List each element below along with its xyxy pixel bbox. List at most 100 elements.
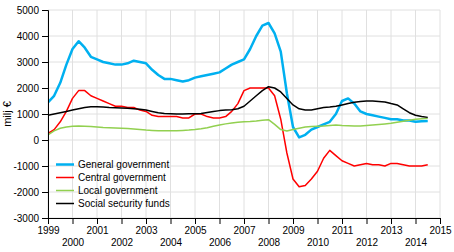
tick: 2001 — [86, 218, 109, 236]
series-line — [48, 118, 428, 135]
tick: 2003 — [135, 218, 158, 236]
tick: -3000 — [13, 213, 48, 224]
grid-line-x — [244, 10, 245, 218]
series-line — [48, 88, 428, 187]
tick-label: -1000 — [13, 161, 39, 172]
tick-mark — [42, 62, 48, 63]
tick: 2013 — [380, 218, 403, 236]
tick-mark — [42, 114, 48, 115]
tick: -2000 — [13, 187, 48, 198]
tick-mark — [42, 192, 48, 193]
grid-line-x — [317, 10, 318, 218]
tick-mark — [42, 166, 48, 167]
tick-mark — [244, 218, 245, 224]
tick-label: 2009 — [282, 225, 305, 236]
legend-swatch — [56, 163, 74, 166]
tick: 3000 — [17, 57, 48, 68]
tick: 2006 — [209, 218, 232, 248]
grid-line-x — [219, 10, 220, 218]
grid-line-x — [415, 10, 416, 218]
tick-label: 2002 — [111, 237, 134, 248]
tick-mark — [440, 218, 441, 224]
tick-label: 2004 — [160, 237, 183, 248]
series-line — [48, 23, 428, 137]
tick-label: 2007 — [233, 225, 256, 236]
tick-label: 2001 — [86, 225, 109, 236]
tick: 2004 — [160, 218, 183, 248]
legend-label: Social security funds — [78, 198, 170, 209]
lines — [48, 23, 428, 187]
tick: 4000 — [17, 31, 48, 42]
chart-svg: -3000 -2000 -1000 0 1000 2000 3000 4000 5000 1999… — [0, 0, 454, 252]
tick-mark — [391, 218, 392, 224]
tick: 2007 — [233, 218, 256, 236]
tick: 2009 — [282, 218, 305, 236]
tick-label: 1000 — [17, 109, 40, 120]
legend-item: Social security funds — [56, 198, 170, 209]
tick-mark — [122, 218, 123, 224]
tick: 1999 — [37, 218, 60, 236]
legend-swatch — [56, 177, 74, 179]
tick: 2000 — [62, 218, 85, 248]
tick: 2000 — [17, 83, 48, 94]
legend-swatch — [56, 190, 74, 192]
series-line — [48, 87, 428, 118]
legend-item: General government — [56, 159, 169, 170]
tick: 2010 — [307, 218, 330, 248]
tick-mark — [171, 218, 172, 224]
tick: 2005 — [184, 218, 207, 236]
grid-line-x — [342, 10, 343, 218]
tick-label: 3000 — [17, 57, 40, 68]
tick-label: -2000 — [13, 187, 39, 198]
tick-label: 2011 — [332, 225, 354, 236]
tick: 2002 — [111, 218, 134, 248]
tick-label: 2005 — [184, 225, 207, 236]
tick-label: 1999 — [37, 225, 60, 236]
tick: 2014 — [405, 218, 428, 248]
tick-label: 2010 — [307, 237, 330, 248]
tick-label: 2000 — [17, 83, 40, 94]
tick-mark — [416, 218, 417, 224]
tick-mark — [97, 218, 98, 224]
tick-label: 2008 — [258, 237, 281, 248]
grid — [48, 10, 440, 218]
legend-item: Central government — [56, 172, 166, 183]
grid-line-x — [440, 10, 441, 218]
tick-mark — [293, 218, 294, 224]
tick-mark — [42, 218, 48, 219]
tick: -1000 — [13, 161, 48, 172]
tick: 5000 — [17, 5, 48, 16]
tick-mark — [42, 88, 48, 89]
tick-label: 2012 — [356, 237, 379, 248]
legend: General government Central government Loca… — [56, 159, 170, 209]
tick-label: 2014 — [405, 237, 428, 248]
legend-label: Central government — [78, 172, 166, 183]
tick-label: -3000 — [13, 213, 39, 224]
tick: 0 — [33, 135, 48, 146]
tick-label: 2015 — [429, 225, 452, 236]
tick-mark — [195, 218, 196, 224]
tick-label: 2013 — [380, 225, 403, 236]
tick-label: 2003 — [135, 225, 158, 236]
tick-label: 2000 — [62, 237, 85, 248]
tick-mark — [42, 36, 48, 37]
tick-label: 2006 — [209, 237, 232, 248]
legend-item: Local government — [56, 185, 158, 196]
legend-label: General government — [78, 159, 169, 170]
y-axis-label: milj € — [1, 101, 13, 127]
tick-mark — [48, 218, 49, 224]
tick-mark — [367, 218, 368, 224]
tick-mark — [42, 140, 48, 141]
tick-label: 4000 — [17, 31, 40, 42]
grid-line-x — [268, 10, 269, 218]
tick-mark — [146, 218, 147, 224]
grid-line-x — [391, 10, 392, 218]
tick: 2011 — [332, 218, 354, 236]
tick-label: 5000 — [17, 5, 40, 16]
grid-line-x — [72, 10, 73, 218]
tick: 2008 — [258, 218, 281, 248]
tick-label: 0 — [33, 135, 39, 146]
grid-line-x — [293, 10, 294, 218]
tick-mark — [269, 218, 270, 224]
x-axis: 1999200020012002200320042005200620072008… — [37, 218, 452, 248]
